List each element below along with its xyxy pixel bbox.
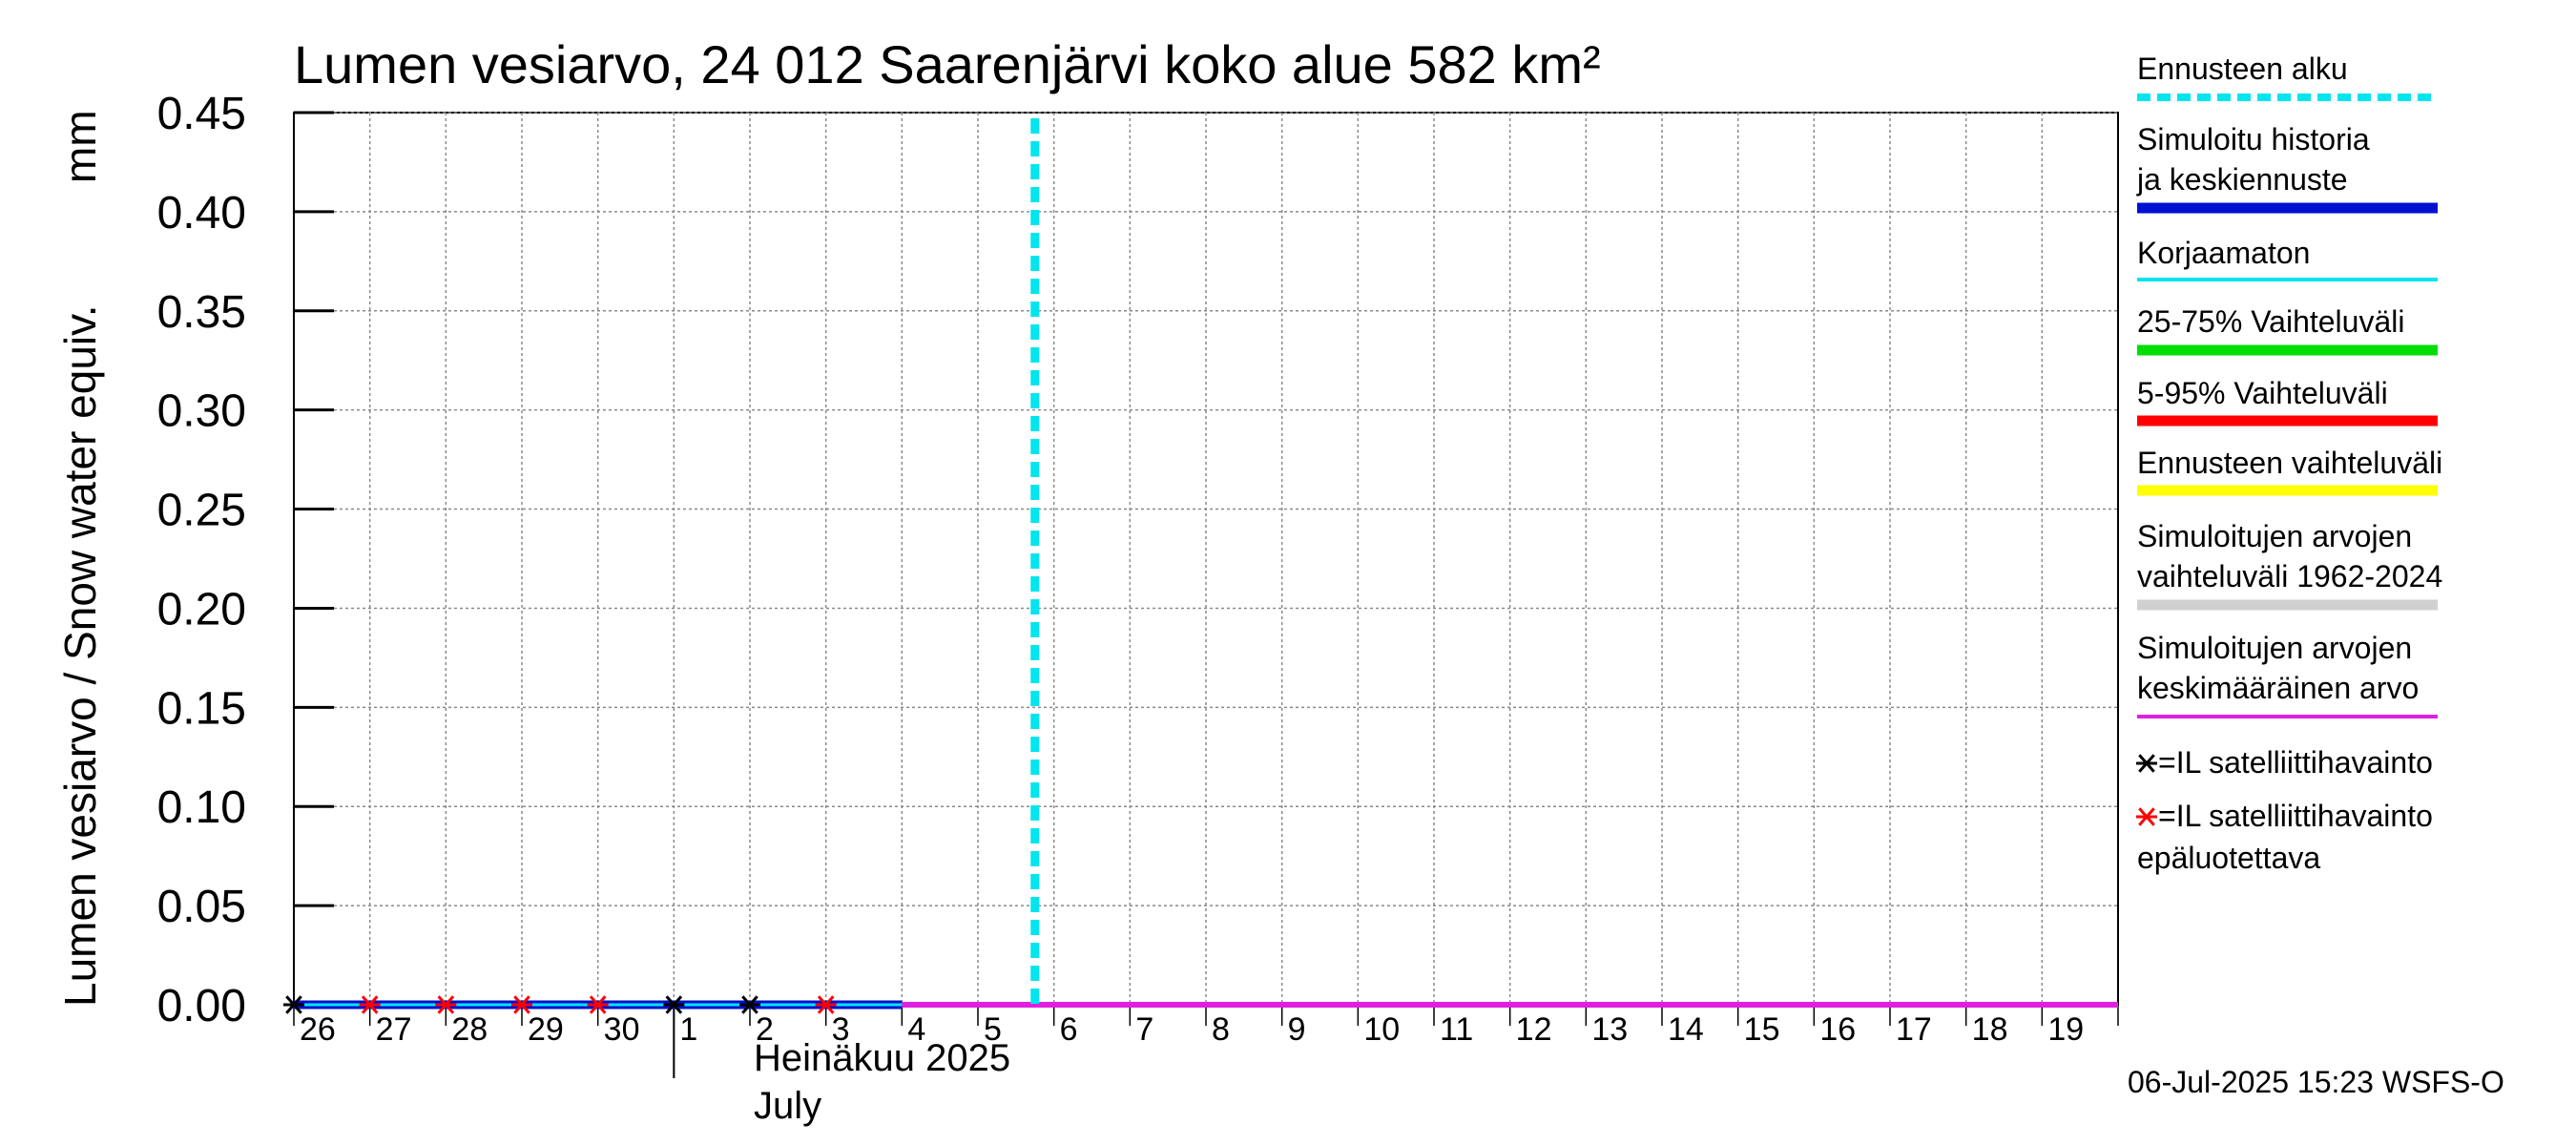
timestamp-footer: 06-Jul-2025 15:23 WSFS-O	[2128, 1065, 2504, 1099]
x-tick-label: 26	[300, 1011, 336, 1048]
x-tick-label: 15	[1744, 1011, 1780, 1048]
chart-legend: Ennusteen alku Simuloitu historia ja keski…	[2136, 52, 2442, 875]
legend-marker-icon	[2136, 754, 2157, 773]
legend-item: Simuloitu historia ja keskiennuste	[2136, 122, 2438, 214]
x-axis-ticks: 26 27 28 29 30 1 2 3 4 5 6 7 8 9 10 11 12 13 14 15 16 17 18 19	[293, 1005, 2119, 1078]
x-tick-label: 9	[1288, 1011, 1306, 1048]
legend-label: Simuloitujen arvojen	[2137, 519, 2412, 553]
marker-stroke	[285, 995, 302, 1014]
y-tick-label: 0.05	[157, 882, 246, 932]
legend-label: epäluotettava	[2137, 841, 2320, 875]
legend-item: 5-95% Vaihteluväli	[2137, 376, 2438, 427]
x-tick-label: 27	[376, 1011, 412, 1048]
x-tick-label: 2	[756, 1011, 774, 1048]
marker-stroke	[437, 995, 455, 1014]
month-label-en: July	[754, 1085, 821, 1127]
legend-label: =IL satelliittihavainto	[2158, 745, 2433, 780]
y-tick-label: 0.30	[157, 386, 246, 437]
marker-stroke	[741, 995, 758, 1014]
unreliable-observation-marker	[587, 995, 609, 1014]
y-tick-label: 0.00	[157, 981, 246, 1031]
legend-label: Ennusteen vaihteluväli	[2137, 446, 2442, 480]
month-label-fi: Heinäkuu 2025	[754, 1037, 1010, 1079]
legend-label: =IL satelliittihavainto	[2158, 799, 2433, 833]
legend-item: Korjaamaton	[2137, 236, 2438, 281]
x-tick-label: 7	[1135, 1011, 1153, 1048]
observation-marker	[739, 995, 760, 1014]
unreliable-observation-marker	[435, 995, 457, 1014]
marker-stroke	[817, 995, 835, 1014]
x-tick-label: 3	[832, 1011, 850, 1048]
legend-label: Simuloitu historia	[2137, 122, 2370, 156]
x-tick-label: 29	[528, 1011, 564, 1048]
marker-stroke	[2138, 754, 2155, 773]
x-tick-label: 18	[1972, 1011, 2008, 1048]
x-tick-label: 14	[1668, 1011, 1704, 1048]
legend-item: =IL satelliittihavainto epäluotettava	[2136, 799, 2433, 875]
unreliable-observation-marker	[511, 995, 532, 1014]
unreliable-observation-marker	[359, 995, 381, 1014]
observation-marker	[283, 995, 304, 1014]
y-tick-label: 0.20	[157, 584, 246, 635]
marker-stroke	[361, 995, 379, 1014]
y-tick-label: 0.15	[157, 683, 246, 734]
y-axis-label: Lumen vesiarvo / Snow water equiv.	[55, 304, 105, 1007]
legend-label: 25-75% Vaihteluväli	[2137, 304, 2404, 339]
legend-label: ja keskiennuste	[2136, 162, 2348, 197]
legend-marker-icon	[2136, 807, 2157, 826]
marker-stroke	[665, 995, 683, 1014]
legend-label: keskimääräinen arvo	[2137, 671, 2419, 705]
chart-title: Lumen vesiarvo, 24 012 Saarenjärvi koko …	[294, 34, 1601, 94]
y-tick-label: 0.35	[157, 287, 246, 338]
legend-item: Ennusteen alku	[2137, 52, 2438, 101]
x-tick-label: 5	[984, 1011, 1002, 1048]
legend-label: Ennusteen alku	[2137, 52, 2348, 86]
y-tick-label: 0.10	[157, 782, 246, 833]
x-tick-label: 19	[2047, 1011, 2084, 1048]
x-tick-label: 1	[679, 1011, 697, 1048]
legend-item: 25-75% Vaihteluväli	[2137, 304, 2438, 356]
legend-label: 5-95% Vaihteluväli	[2137, 376, 2388, 410]
y-tick-label: 0.45	[157, 89, 246, 139]
y-axis-unit: mm	[55, 110, 105, 183]
marker-stroke	[2138, 807, 2155, 826]
x-tick-label: 28	[451, 1011, 488, 1048]
observation-marker	[663, 995, 685, 1014]
x-tick-label: 17	[1896, 1011, 1932, 1048]
y-axis-ticks: 0.00 0.05 0.10 0.15 0.20 0.25 0.30 0.35 0.40 0.45	[157, 89, 334, 1031]
legend-label: Simuloitujen arvojen	[2137, 631, 2412, 665]
x-tick-label: 30	[604, 1011, 640, 1048]
y-tick-label: 0.40	[157, 188, 246, 239]
legend-label: vaihteluväli 1962-2024	[2137, 559, 2442, 593]
x-tick-label: 11	[1440, 1011, 1473, 1048]
x-tick-label: 13	[1591, 1011, 1628, 1048]
marker-stroke	[589, 995, 607, 1014]
observation-markers	[283, 995, 837, 1014]
x-tick-label: 4	[907, 1011, 925, 1048]
unreliable-observation-marker	[815, 995, 837, 1014]
x-tick-label: 10	[1363, 1011, 1400, 1048]
x-tick-label: 8	[1212, 1011, 1230, 1048]
plot-grid	[293, 112, 2119, 1006]
legend-item: Ennusteen vaihteluväli	[2137, 446, 2442, 496]
legend-item: Simuloitujen arvojen vaihteluväli 1962-20…	[2137, 519, 2442, 611]
x-tick-label: 12	[1516, 1011, 1552, 1048]
legend-item: Simuloitujen arvojen keskimääräinen arvo	[2137, 631, 2438, 718]
y-tick-label: 0.25	[157, 486, 246, 536]
legend-item: =IL satelliittihavainto	[2136, 745, 2433, 780]
x-tick-label: 16	[1819, 1011, 1856, 1048]
x-tick-label: 6	[1060, 1011, 1078, 1048]
marker-stroke	[513, 995, 530, 1014]
legend-label: Korjaamaton	[2137, 236, 2310, 270]
